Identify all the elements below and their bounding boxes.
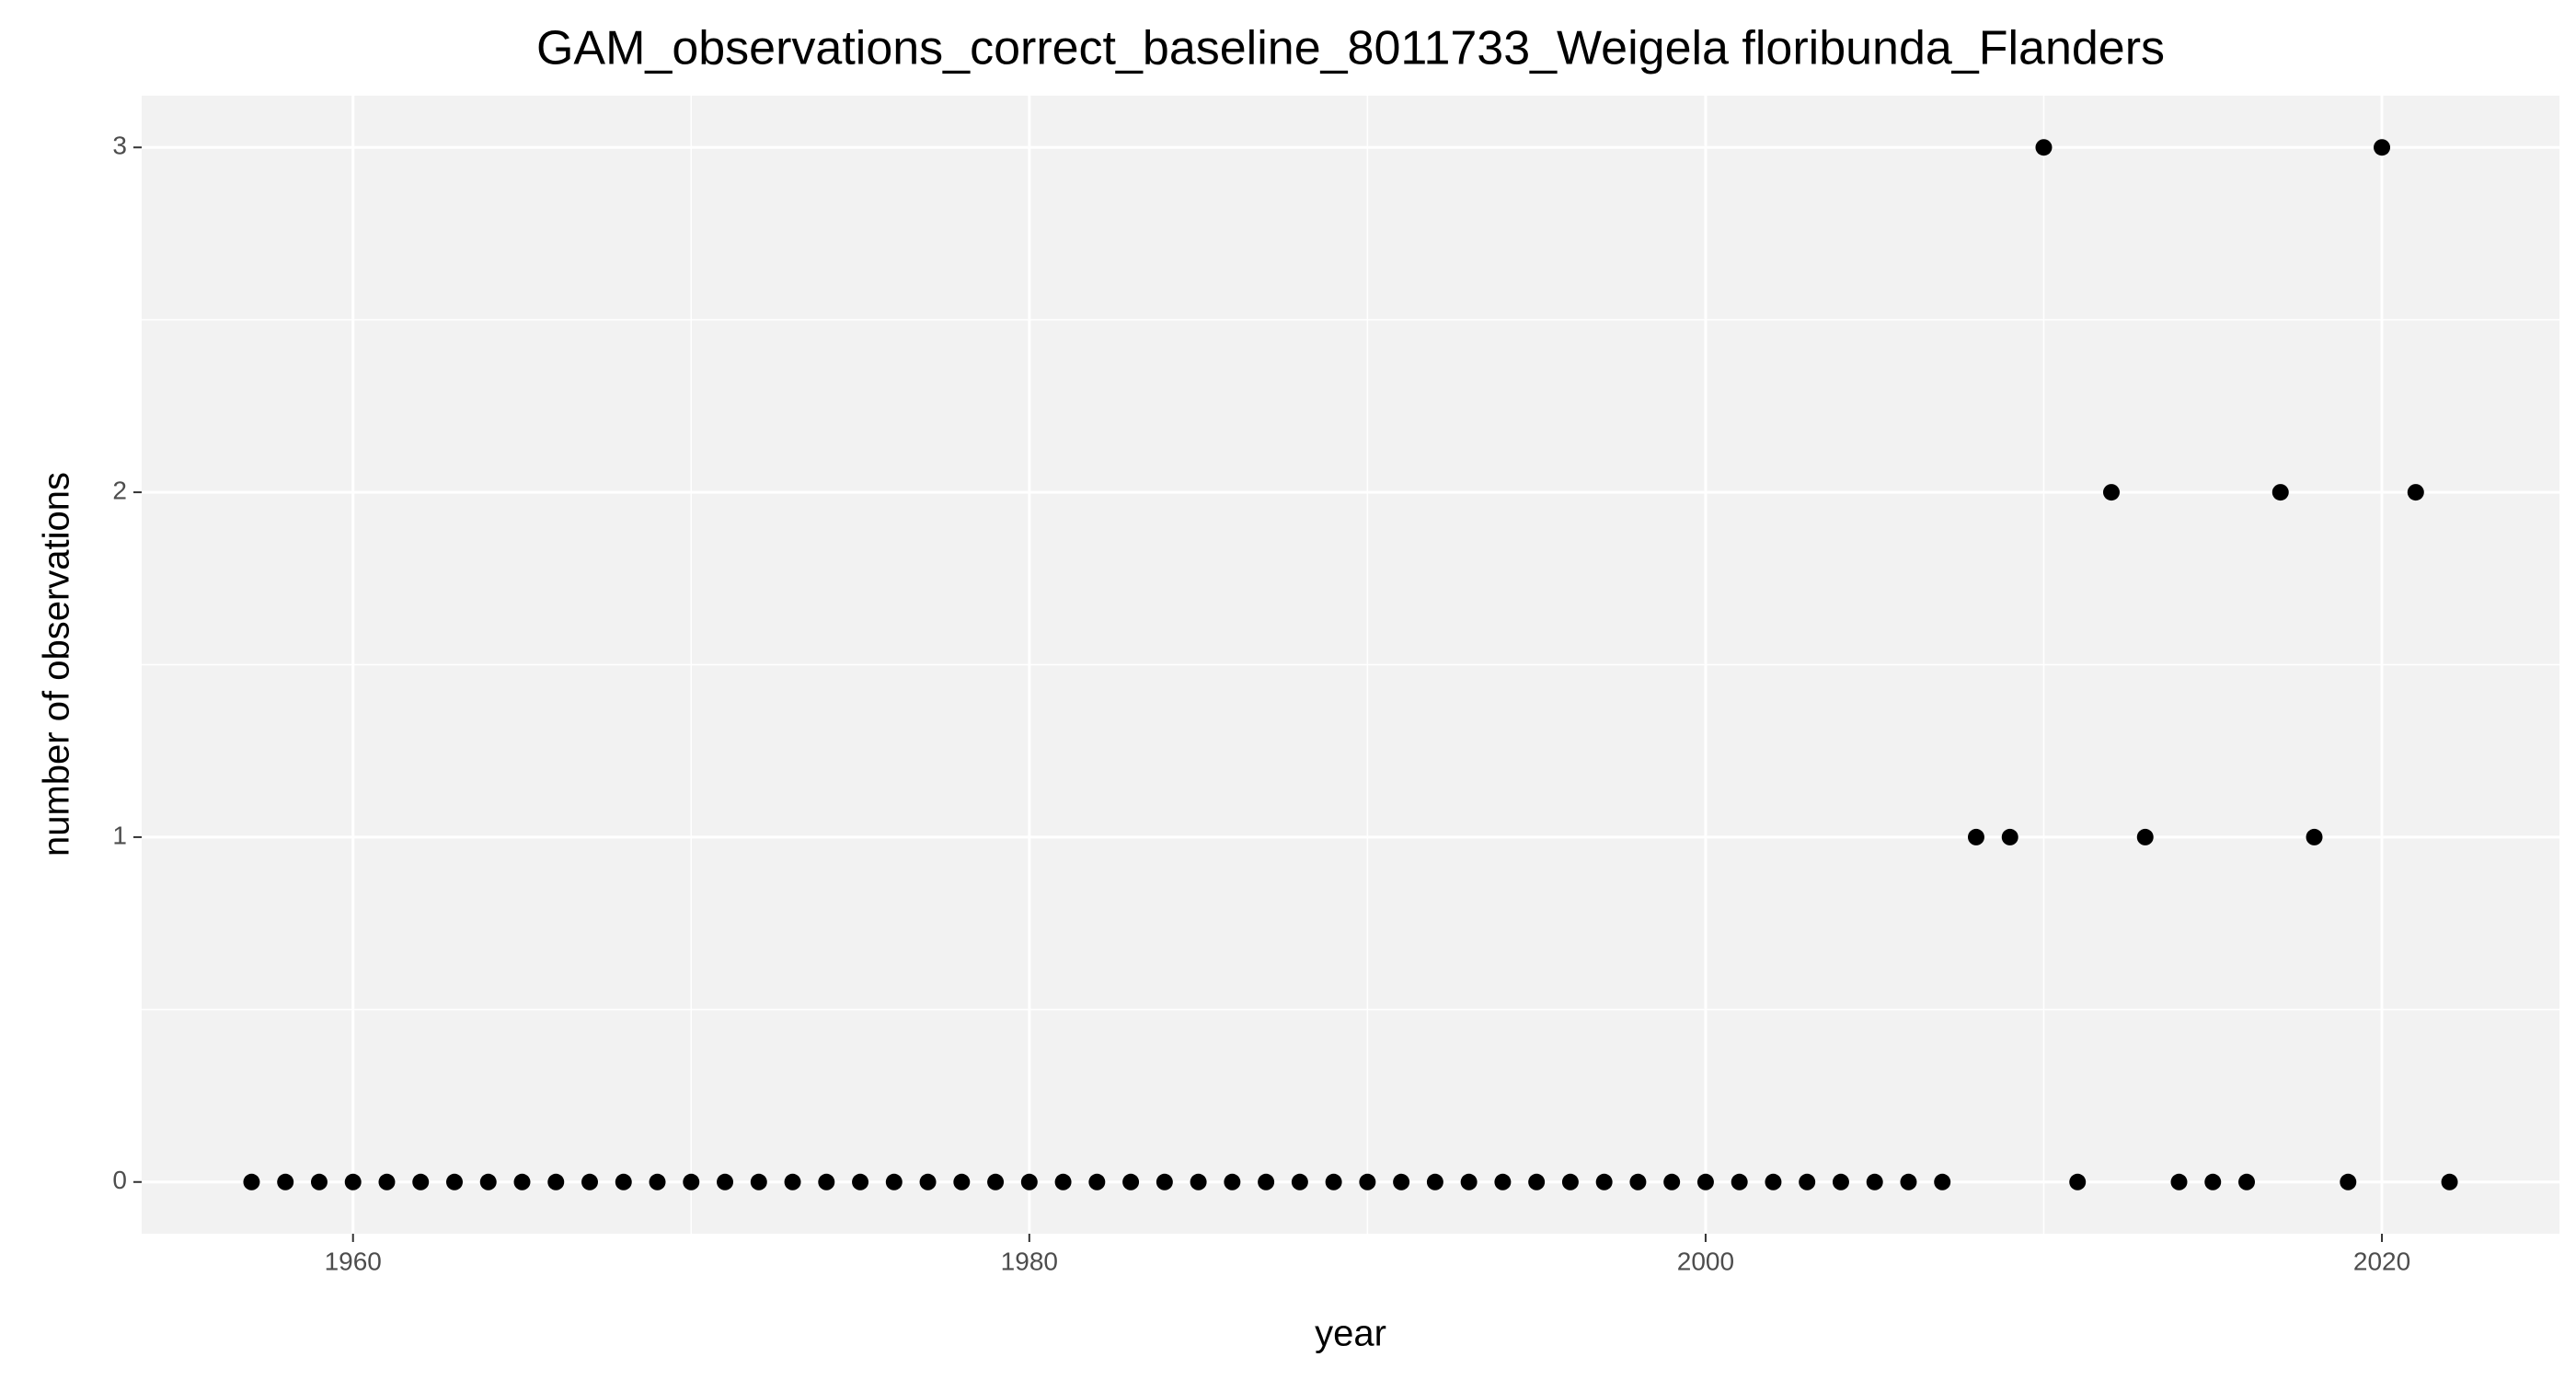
point [445,1173,463,1190]
point [2204,1173,2222,1190]
point [1561,1173,1579,1190]
point [1663,1173,1681,1190]
point [243,1173,260,1190]
point [310,1173,328,1190]
point [2238,1173,2256,1190]
point [784,1173,801,1190]
point [2374,139,2391,156]
point [1629,1173,1647,1190]
point [2102,484,2120,501]
x-axis-title: year [1315,1314,1386,1354]
point [1494,1173,1512,1190]
point [818,1173,835,1190]
point [1765,1173,1782,1190]
point [750,1173,767,1190]
point [1731,1173,1748,1190]
point [547,1173,565,1190]
point [1696,1173,1714,1190]
x-tick-label: 2020 [2353,1247,2410,1275]
point [1393,1173,1410,1190]
point [1799,1173,1816,1190]
point [1224,1173,1241,1190]
point [1190,1173,1207,1190]
point [919,1173,937,1190]
point [885,1173,903,1190]
point [1291,1173,1308,1190]
point [2441,1173,2458,1190]
point [852,1173,869,1190]
point [513,1173,531,1190]
point [2407,484,2424,501]
point [2306,828,2323,845]
point [277,1173,294,1190]
point [344,1173,362,1190]
point [1528,1173,1546,1190]
point [1426,1173,1443,1190]
point [683,1173,700,1190]
y-tick-label: 1 [112,821,127,849]
point [717,1173,734,1190]
y-tick-label: 2 [112,476,127,504]
point [1967,828,1984,845]
point [1020,1173,1038,1190]
x-tick-label: 1980 [1001,1247,1058,1275]
point [1325,1173,1342,1190]
chart-title: GAM_observations_correct_baseline_801173… [536,22,2165,75]
point [2136,828,2154,845]
y-tick-label: 0 [112,1166,127,1194]
point [2035,139,2053,156]
point [1054,1173,1072,1190]
point [1832,1173,1849,1190]
x-tick-label: 2000 [1677,1247,1734,1275]
point [1595,1173,1613,1190]
point [581,1173,599,1190]
y-tick-label: 3 [112,132,127,160]
point [953,1173,971,1190]
y-axis-title: number of observations [37,472,77,857]
point [2069,1173,2087,1190]
point [1088,1173,1106,1190]
point [2170,1173,2188,1190]
point [615,1173,632,1190]
point [987,1173,1005,1190]
point [1156,1173,1173,1190]
point [649,1173,666,1190]
point [1359,1173,1376,1190]
point [1258,1173,1275,1190]
point [1934,1173,1951,1190]
point [1460,1173,1478,1190]
point [2340,1173,2357,1190]
x-tick-label: 1960 [325,1247,382,1275]
point [2001,828,2018,845]
point [479,1173,497,1190]
point [1900,1173,1917,1190]
point [2271,484,2289,501]
point [1866,1173,1883,1190]
point [412,1173,430,1190]
point [378,1173,396,1190]
point [1122,1173,1140,1190]
